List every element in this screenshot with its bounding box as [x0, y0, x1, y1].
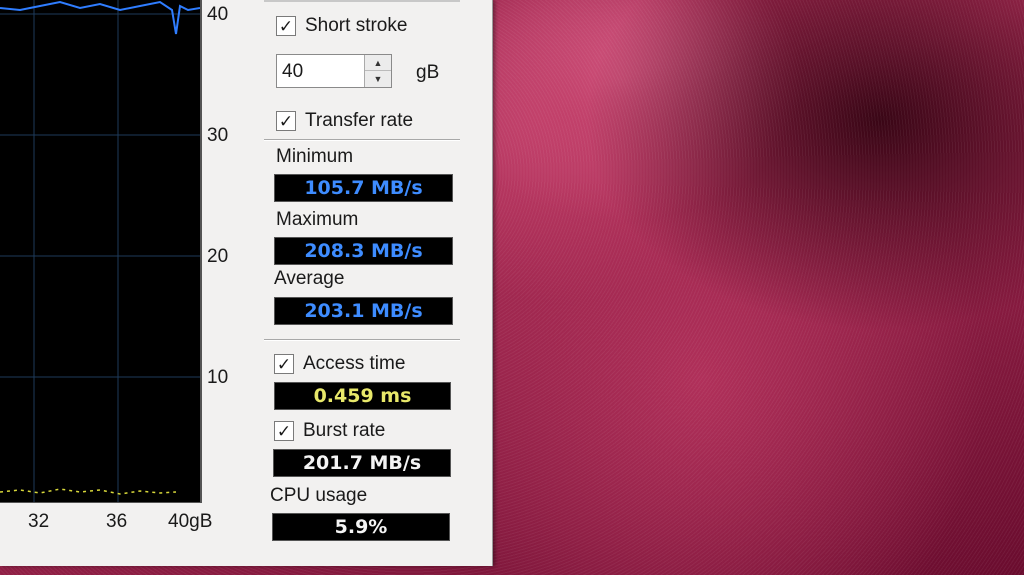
stepper-buttons: ▲ ▼ [364, 55, 391, 87]
access-time-label: Access time [303, 353, 406, 374]
stroke-unit-label: gB [416, 62, 440, 83]
y-tick-label: 30 [207, 125, 229, 146]
triangle-down-icon[interactable]: ▼ [373, 74, 383, 84]
average-label: Average [274, 268, 345, 289]
triangle-up-icon[interactable]: ▲ [365, 55, 391, 71]
burst-rate-label: Burst rate [303, 420, 386, 441]
transfer-rate-line [0, 0, 200, 35]
maximum-value: 208.3 MB/s [274, 237, 453, 265]
divider [264, 0, 460, 2]
stroke-size-value: 40 [282, 61, 304, 82]
transfer-rate-checkbox[interactable]: ✓ Transfer rate [276, 110, 413, 132]
check-icon: ✓ [274, 354, 294, 374]
transfer-graph [0, 0, 202, 503]
maximum-label: Maximum [276, 209, 359, 230]
divider [264, 139, 460, 140]
y-tick-label: 10 [207, 367, 229, 388]
access-time-dots [0, 488, 177, 495]
x-tick-label: 32 [28, 511, 50, 532]
stroke-size-stepper[interactable]: 40 ▲ ▼ [276, 54, 392, 88]
x-tick-label: 36 [106, 511, 128, 532]
graph-canvas [0, 0, 200, 502]
benchmark-window: 40 30 20 10 32 36 40gB ✓ Short stroke 40… [0, 0, 493, 566]
minimum-value: 105.7 MB/s [274, 174, 453, 202]
cpu-usage-value: 5.9% [272, 513, 450, 541]
cpu-usage-label: CPU usage [270, 485, 368, 506]
check-icon: ✓ [276, 111, 296, 131]
settings-panel: ✓ Short stroke 40 ▲ ▼ gB ✓ Transfer rate… [256, 0, 486, 566]
burst-rate-checkbox[interactable]: ✓ Burst rate [274, 420, 385, 442]
check-icon: ✓ [274, 421, 294, 441]
check-icon: ✓ [276, 16, 296, 36]
average-value: 203.1 MB/s [274, 297, 453, 325]
y-tick-label: 40 [207, 4, 229, 25]
access-time-checkbox[interactable]: ✓ Access time [274, 353, 405, 375]
x-tick-label: 40gB [168, 511, 213, 532]
short-stroke-label: Short stroke [305, 15, 408, 36]
y-tick-label: 20 [207, 246, 229, 267]
divider [264, 339, 460, 340]
access-time-value: 0.459 ms [274, 382, 451, 410]
burst-rate-value: 201.7 MB/s [273, 449, 451, 477]
minimum-label: Minimum [276, 146, 354, 167]
transfer-rate-label: Transfer rate [305, 110, 414, 131]
short-stroke-checkbox[interactable]: ✓ Short stroke [276, 15, 407, 37]
